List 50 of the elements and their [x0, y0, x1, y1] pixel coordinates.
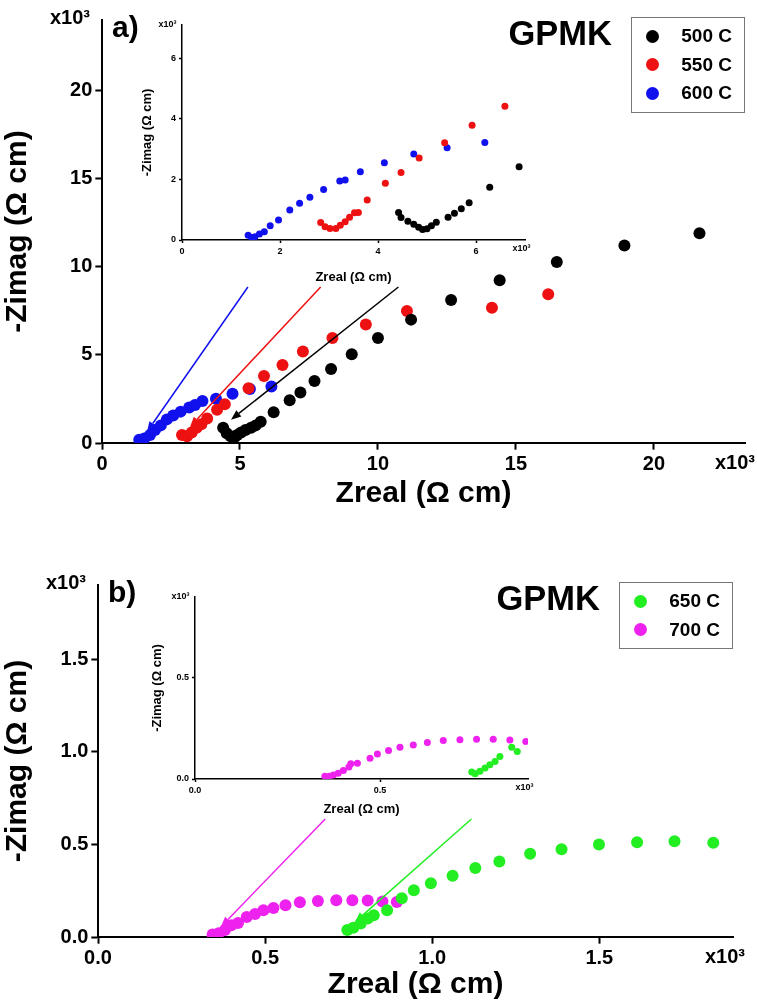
x-tick-label: 1.0	[418, 946, 447, 969]
legend-label: 500 C	[681, 24, 732, 48]
legend-label: 600 C	[681, 81, 732, 105]
legend-label: 550 C	[681, 52, 732, 77]
x-tick-label: 6	[473, 245, 479, 256]
y-tick-label: 20	[70, 78, 93, 101]
x-tick-label: 20	[642, 452, 666, 475]
y-tick-label: 5	[81, 342, 93, 365]
x-tick-label: 10	[366, 452, 390, 475]
x-tick-label: 15	[504, 452, 528, 475]
legend-label: 700 C	[669, 617, 720, 642]
x-axis-title: Zreal (Ω cm)	[323, 800, 400, 816]
y-tick-label: 0	[170, 234, 176, 245]
y-tick-label: 1.5	[60, 646, 89, 669]
x-tick-label: 0.5	[251, 946, 280, 969]
annotation: x10³	[171, 590, 190, 601]
y-tick-label: 0.0	[60, 924, 89, 947]
x-axis-title: Zreal (Ω cm)	[315, 268, 392, 284]
y-tick-label: 0.0	[176, 773, 189, 784]
x-tick-label: 0	[96, 452, 108, 475]
y-tick-label: 0.5	[60, 831, 89, 854]
y-axis-title: -Zimag (Ω cm)	[139, 88, 155, 177]
y-tick-label: 2	[170, 173, 176, 184]
x-tick-label: 4	[375, 245, 381, 256]
x-tick-label: 5	[234, 452, 246, 475]
text: x10³	[49, 5, 91, 28]
y-tick-label: 4	[170, 113, 176, 124]
annotation: GPMK	[508, 13, 613, 52]
annotation: x10³	[515, 782, 534, 793]
y-axis-title: -Zimag (Ω cm)	[0, 659, 33, 863]
text: x10³	[714, 450, 756, 473]
text: x10³	[704, 944, 746, 967]
text: x10³	[45, 570, 87, 593]
annotation: x10³	[512, 243, 531, 254]
annotation: b)	[108, 575, 137, 609]
y-tick-label: 1.0	[60, 739, 89, 762]
y-tick-label: 15	[70, 166, 93, 189]
y-tick-label: 6	[170, 52, 176, 63]
annotation: GPMK	[496, 578, 601, 617]
y-tick-label: 0.5	[176, 672, 189, 683]
annotation: a)	[112, 10, 139, 44]
y-axis-title: -Zimag (Ω cm)	[149, 644, 165, 732]
y-axis-title: -Zimag (Ω cm)	[0, 130, 33, 333]
legend-label: 650 C	[669, 589, 720, 613]
x-tick-label: 1.5	[585, 946, 614, 969]
y-tick-label: 0	[81, 430, 93, 453]
x-tick-label: 2	[277, 245, 283, 256]
annotation: x10³	[158, 18, 177, 29]
x-axis-title: Zreal (Ω cm)	[327, 966, 504, 1000]
x-axis-title: Zreal (Ω cm)	[335, 475, 512, 509]
